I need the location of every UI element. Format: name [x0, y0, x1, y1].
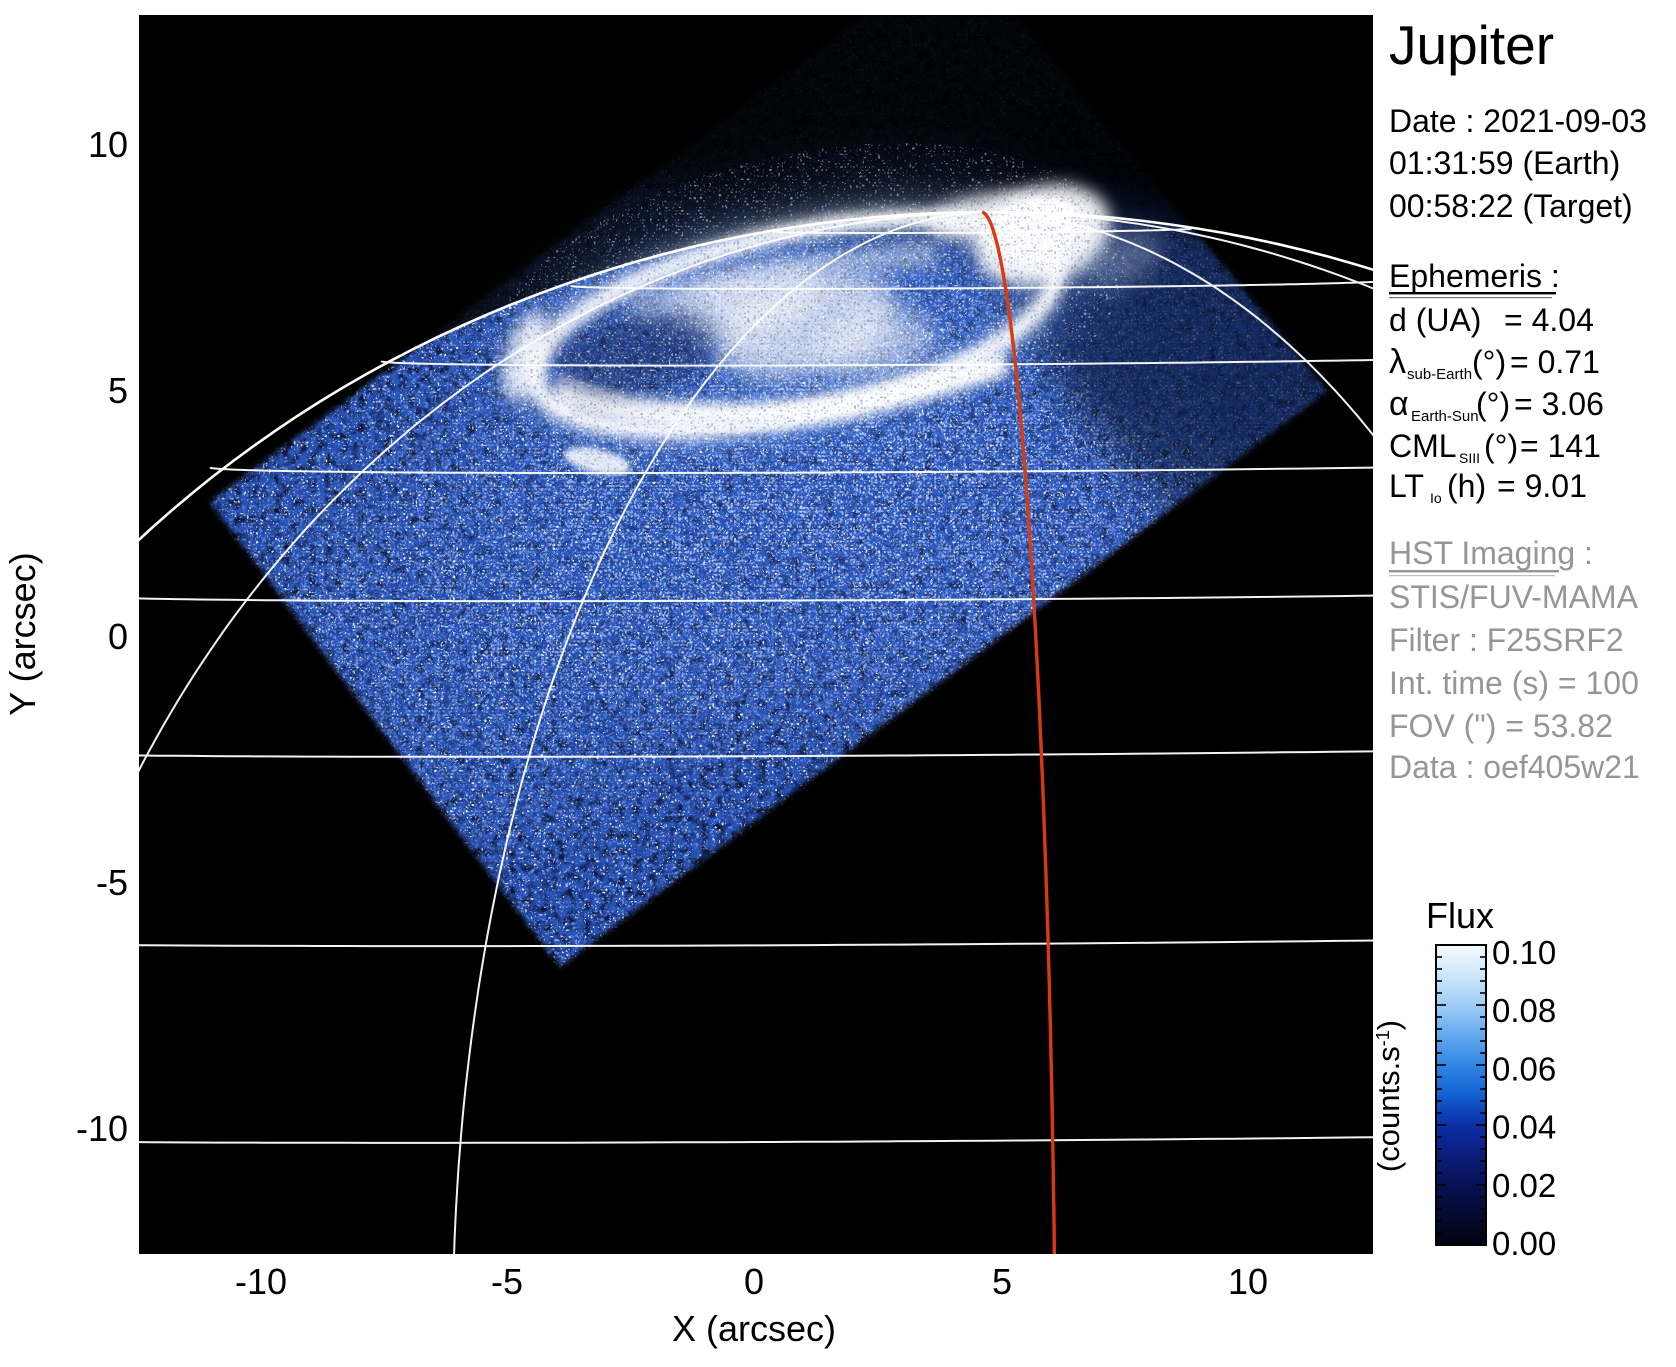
svg-text:Io: Io: [1430, 490, 1442, 506]
svg-text:0.04: 0.04: [1492, 1109, 1556, 1146]
svg-text:λ: λ: [1389, 343, 1406, 381]
svg-text:-10: -10: [235, 1261, 287, 1302]
svg-text:α: α: [1389, 385, 1409, 423]
svg-text:0: 0: [744, 1261, 764, 1302]
svg-text:01:31:59 (Earth): 01:31:59 (Earth): [1389, 145, 1620, 181]
svg-text:Earth-Sun: Earth-Sun: [1411, 408, 1479, 425]
svg-text:(°): (°): [1476, 386, 1510, 422]
svg-text:= 9.01: = 9.01: [1497, 468, 1587, 504]
svg-text:5: 5: [108, 370, 128, 411]
svg-text:(°): (°): [1484, 428, 1518, 464]
svg-text:(°): (°): [1472, 344, 1506, 380]
svg-text:0.00: 0.00: [1492, 1225, 1556, 1262]
svg-text:HST Imaging :: HST Imaging :: [1389, 535, 1593, 571]
svg-text:0.08: 0.08: [1492, 992, 1556, 1029]
svg-text:-5: -5: [96, 862, 128, 903]
svg-text:5: 5: [992, 1261, 1012, 1302]
svg-text:Filter : F25SRF2: Filter : F25SRF2: [1389, 622, 1624, 658]
svg-text:(h): (h): [1447, 468, 1486, 504]
svg-text:Ephemeris :: Ephemeris :: [1389, 258, 1560, 294]
svg-text:Y (arcsec): Y (arcsec): [2, 552, 43, 715]
svg-text:0.06: 0.06: [1492, 1050, 1556, 1087]
svg-text:Data : oef405w21: Data : oef405w21: [1389, 749, 1640, 785]
svg-text:0.10: 0.10: [1492, 934, 1556, 971]
svg-text:= 4.04: = 4.04: [1504, 302, 1594, 338]
svg-text:-5: -5: [491, 1261, 523, 1302]
svg-text:Int. time (s) = 100: Int. time (s) = 100: [1389, 665, 1639, 701]
svg-text:0: 0: [108, 616, 128, 657]
svg-text:= 3.06: = 3.06: [1514, 386, 1604, 422]
svg-text:-10: -10: [76, 1108, 128, 1149]
svg-text:0.02: 0.02: [1492, 1167, 1556, 1204]
svg-text:10: 10: [1228, 1261, 1268, 1302]
svg-text:sub-Earth: sub-Earth: [1407, 366, 1472, 383]
svg-text:CML: CML: [1389, 428, 1457, 464]
svg-text:STIS/FUV-MAMA: STIS/FUV-MAMA: [1389, 579, 1639, 615]
svg-text:= 141: = 141: [1520, 428, 1601, 464]
svg-text:d (UA): d (UA): [1389, 302, 1481, 338]
svg-text:10: 10: [88, 124, 128, 165]
svg-text:SIII: SIII: [1459, 450, 1480, 466]
svg-text:Flux: Flux: [1426, 895, 1494, 936]
svg-text:00:58:22 (Target): 00:58:22 (Target): [1389, 188, 1633, 224]
svg-text:Date : 2021-09-03: Date : 2021-09-03: [1389, 103, 1647, 139]
svg-text:LT: LT: [1389, 468, 1424, 504]
svg-text:= 0.71: = 0.71: [1510, 344, 1600, 380]
svg-text:Jupiter: Jupiter: [1389, 14, 1554, 76]
svg-text:FOV (") = 53.82: FOV (") = 53.82: [1389, 708, 1613, 744]
svg-text:X (arcsec): X (arcsec): [672, 1308, 836, 1349]
